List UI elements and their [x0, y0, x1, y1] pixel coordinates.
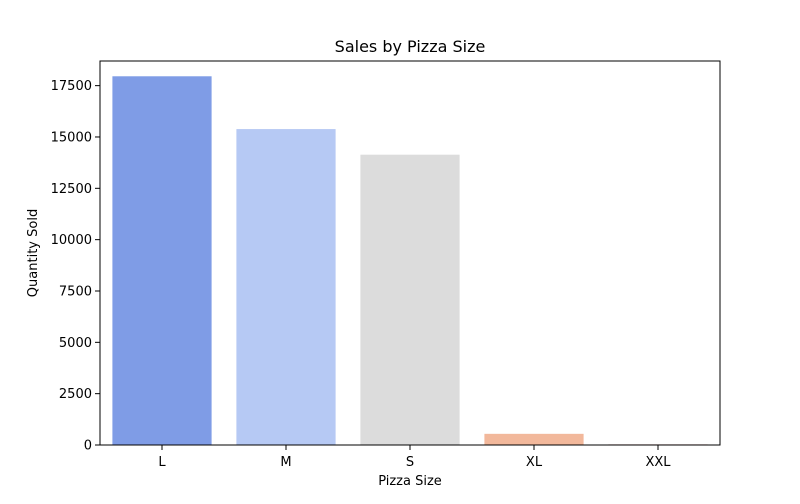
bars-group [112, 76, 708, 445]
chart-title: Sales by Pizza Size [335, 37, 486, 56]
y-tick-label: 17500 [51, 79, 92, 94]
y-axis-title: Quantity Sold [26, 209, 41, 297]
bar-s [360, 154, 460, 445]
x-axis-title: Pizza Size [378, 474, 442, 489]
y-tick-label: 2500 [59, 387, 92, 402]
x-tick-label: M [280, 455, 291, 470]
y-tick-label: 7500 [59, 284, 92, 299]
y-tick-label: 10000 [51, 233, 92, 248]
x-tick-label: XL [526, 455, 543, 470]
y-tick-label: 0 [84, 439, 92, 454]
plot-frame [99, 60, 721, 446]
x-axis-ticks: L M S XL XXL [158, 445, 671, 470]
y-tick-label: 12500 [51, 182, 92, 197]
bar-l [112, 76, 212, 445]
y-axis-ticks: 0 2500 5000 7500 10000 12500 15000 17500 [51, 79, 100, 454]
bar-xl [484, 433, 584, 445]
y-tick-label: 15000 [51, 130, 92, 145]
bar-m [236, 129, 336, 445]
x-tick-label: L [158, 455, 166, 470]
x-tick-label: XXL [645, 455, 671, 470]
x-tick-label: S [406, 455, 414, 470]
y-tick-label: 5000 [59, 336, 92, 351]
